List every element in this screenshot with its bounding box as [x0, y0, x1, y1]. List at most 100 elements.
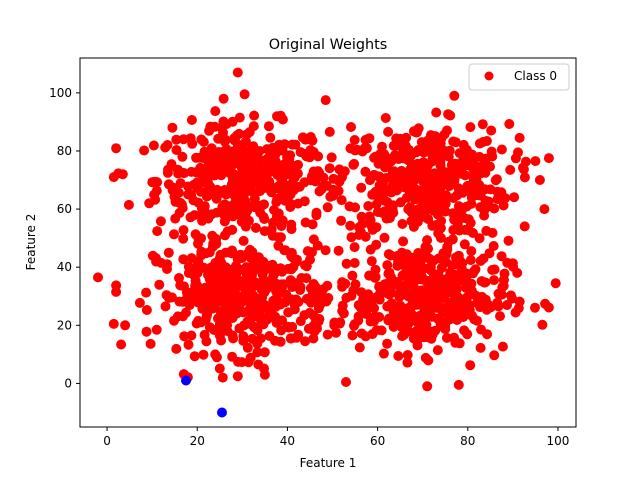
data-point-class-0	[502, 300, 512, 310]
data-point-class-0	[227, 224, 238, 235]
data-point-class-0	[449, 90, 460, 101]
data-point-class-0	[452, 219, 463, 229]
data-point-class-0	[539, 204, 550, 215]
data-point-class-0	[399, 182, 410, 193]
data-point-class-0	[465, 255, 476, 266]
y-tick-label: 0	[64, 376, 72, 390]
data-point-class-0	[218, 146, 229, 157]
data-point-class-0	[518, 164, 529, 175]
data-point-class-0	[204, 247, 215, 258]
data-point-class-0	[530, 302, 540, 313]
data-point-class-0	[448, 193, 459, 203]
data-point-class-0	[486, 146, 497, 157]
data-point-class-0	[179, 331, 190, 342]
data-point-class-0	[470, 264, 481, 275]
data-point-class-0	[201, 336, 212, 347]
data-point-class-0	[229, 273, 239, 284]
data-point-class-0	[240, 196, 251, 207]
data-point-class-0	[434, 206, 444, 217]
data-point-class-0	[367, 189, 378, 200]
data-point-class-0	[257, 269, 268, 280]
x-tick-label: 60	[370, 434, 385, 448]
data-point-class-0	[239, 187, 250, 198]
data-point-class-0	[205, 167, 216, 178]
data-point-class-0	[412, 340, 423, 351]
data-point-class-0	[333, 245, 344, 256]
data-point-class-0	[177, 151, 188, 162]
data-point-class-0	[237, 141, 248, 152]
data-point-class-0	[186, 330, 197, 341]
data-point-class-0	[300, 260, 310, 271]
data-point-class-0	[398, 236, 409, 247]
data-point-class-0	[331, 327, 342, 338]
data-point-class-0	[256, 162, 267, 172]
data-point-class-0	[364, 270, 375, 281]
data-point-class-0	[162, 140, 173, 150]
data-point-class-0	[336, 195, 347, 206]
data-point-class-0	[210, 349, 221, 360]
data-point-class-0	[204, 125, 215, 136]
data-point-class-0	[336, 215, 347, 226]
data-point-class-0	[216, 335, 227, 346]
data-point-class-0	[419, 275, 430, 285]
data-point-class-0	[384, 267, 395, 278]
data-point-class-0	[383, 126, 394, 137]
data-point-class-0	[382, 338, 393, 349]
data-point-class-0	[152, 226, 163, 237]
data-point-class-0	[312, 240, 323, 251]
data-point-class-0	[348, 285, 359, 296]
data-point-class-0	[270, 301, 281, 312]
blue-points	[181, 375, 227, 418]
data-point-class-0	[371, 292, 382, 303]
data-point-class-0	[287, 282, 298, 292]
data-point-class-0	[364, 133, 375, 144]
data-point-class-0	[189, 270, 200, 281]
data-point-class-0	[378, 348, 389, 359]
data-point-class-0	[452, 315, 463, 325]
data-point-class-0	[350, 145, 360, 156]
data-point-class-0	[259, 226, 270, 237]
data-point-class-0	[250, 222, 261, 233]
data-point-class-0	[459, 325, 470, 336]
data-point-class-0	[211, 238, 222, 249]
data-point-class-0	[171, 134, 182, 145]
data-point-class-0	[513, 147, 523, 158]
data-point-class-0	[155, 216, 166, 227]
data-point-class-0	[382, 278, 393, 289]
data-point-class-0	[425, 130, 436, 141]
data-point-class-0	[380, 113, 391, 123]
data-point-class-0	[263, 154, 273, 165]
data-point-class-0	[217, 372, 228, 383]
data-point-class-0	[388, 200, 399, 211]
data-point-class-0	[255, 280, 266, 291]
data-point-class-0	[399, 283, 410, 294]
data-point-class-0	[301, 273, 312, 284]
data-point-class-0	[236, 162, 247, 173]
data-point-class-0	[141, 326, 152, 337]
data-point-class-0	[139, 145, 150, 156]
data-point-class-0	[497, 341, 508, 352]
data-point-class-0	[530, 156, 541, 167]
data-point-class-0	[397, 219, 408, 229]
data-point-class-0	[347, 330, 358, 341]
data-point-class-0	[189, 351, 200, 362]
data-point-class-0	[400, 261, 411, 272]
data-point-class-0	[286, 219, 297, 230]
data-point-class-0	[203, 157, 214, 168]
data-point-class-0	[349, 135, 360, 145]
data-point-class-0	[250, 322, 261, 333]
data-point-class-0	[474, 151, 485, 162]
data-point-class-0	[365, 215, 376, 226]
data-point-class-0	[259, 347, 270, 358]
data-point-class-0	[454, 293, 465, 304]
data-point-class-0	[258, 212, 269, 222]
data-point-class-0	[163, 164, 173, 175]
data-point-class-0	[534, 175, 545, 185]
data-point-class-0	[197, 295, 208, 306]
x-tick-label: 40	[280, 434, 295, 448]
data-point-class-0	[496, 144, 507, 155]
data-point-class-0	[474, 180, 485, 191]
data-point-class-0	[108, 318, 119, 329]
data-point-class-0	[412, 316, 423, 327]
data-point-class-0	[349, 319, 360, 330]
